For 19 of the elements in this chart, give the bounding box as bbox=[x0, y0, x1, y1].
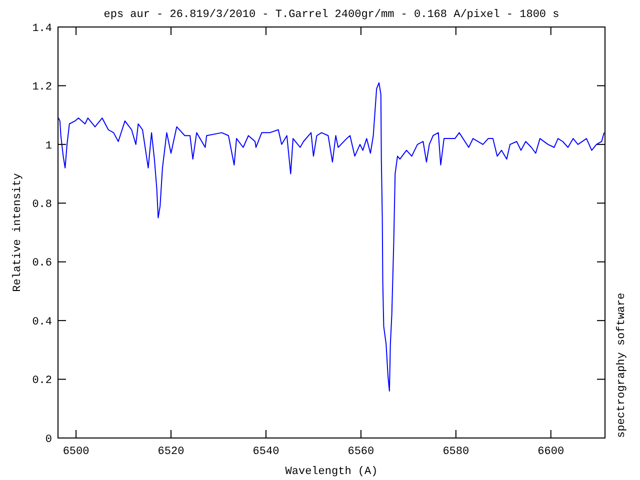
x-tick-label: 6580 bbox=[442, 446, 470, 458]
y-tick-label: 0.4 bbox=[32, 316, 52, 328]
y-tick-label: 0 bbox=[45, 434, 52, 446]
x-tick-label: 6560 bbox=[348, 446, 374, 458]
y-tick-label: 1.2 bbox=[32, 82, 52, 94]
x-tick-label: 6500 bbox=[62, 446, 90, 458]
x-axis-title: Wavelength (A) bbox=[285, 466, 378, 478]
x-tick-label: 6540 bbox=[252, 446, 280, 458]
y-tick-label: 1.4 bbox=[32, 22, 52, 35]
line-series bbox=[58, 82, 605, 392]
y-tick-label: 1 bbox=[45, 140, 52, 152]
x-tick-label: 6520 bbox=[158, 446, 184, 458]
y-tick-label: 0.2 bbox=[32, 375, 52, 388]
text: spectrography software bbox=[616, 292, 628, 438]
x-tick-label: 6600 bbox=[538, 446, 564, 458]
y-tick-label: 0.8 bbox=[32, 198, 52, 211]
y-tick-label: 0.6 bbox=[32, 258, 52, 270]
y-axis-title: Relative intensity bbox=[12, 172, 24, 292]
chart-title: eps aur - 26.819/3/2010 - T.Garrel 2400gr/mm - 0.168 A/pixel - 1800 s bbox=[104, 9, 560, 21]
